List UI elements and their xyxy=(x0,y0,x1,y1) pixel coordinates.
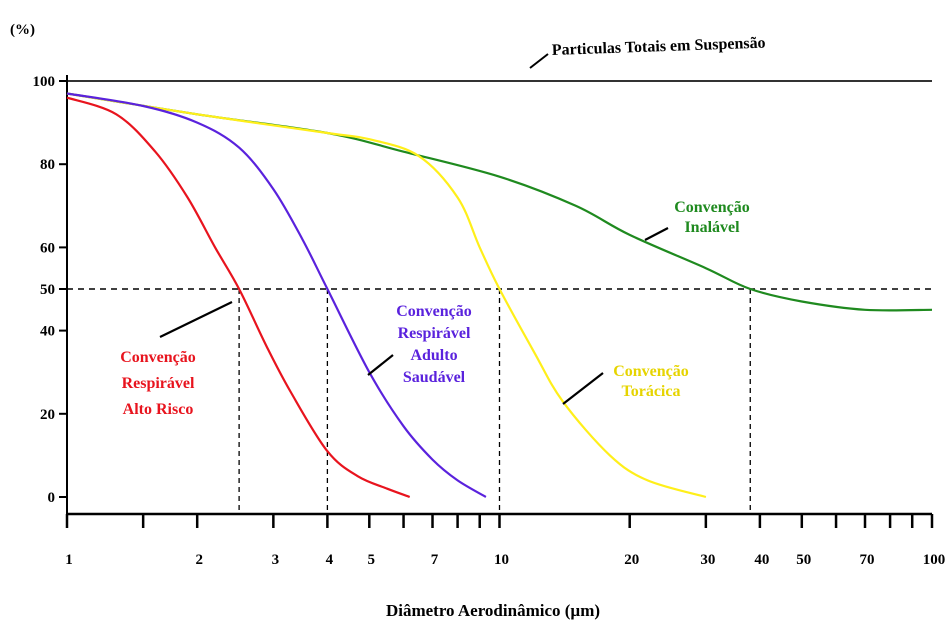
y-tick-label: 80 xyxy=(40,157,55,173)
x-tick-label: 7 xyxy=(431,552,439,568)
x-tick-label: 50 xyxy=(796,552,811,568)
series-label-pointer-2 xyxy=(367,354,394,376)
x-tick-label: 4 xyxy=(326,552,334,568)
x-tick-label: 30 xyxy=(700,552,715,568)
series-label-line: Alto Risco xyxy=(123,401,194,418)
y-tick-label: 0 xyxy=(48,490,56,506)
series-label-line: Convenção xyxy=(613,363,689,380)
series-line-3 xyxy=(66,96,411,499)
series-label-line: Respirável xyxy=(122,375,195,392)
series-label-pointer-1 xyxy=(562,372,604,405)
y-tick-label: 20 xyxy=(40,407,55,423)
series-label-line: Inalável xyxy=(684,219,740,236)
series-label-line: Adulto xyxy=(410,347,457,364)
series-line-0 xyxy=(66,92,933,312)
x-tick-label: 20 xyxy=(624,552,639,568)
series-label-pointer-3 xyxy=(159,301,233,338)
y-tick-label: 40 xyxy=(40,324,55,340)
series-lines xyxy=(66,92,933,499)
y-tick-label: 60 xyxy=(40,240,55,256)
series-label-line: Convenção xyxy=(396,303,472,320)
x-tick-label: 5 xyxy=(368,552,376,568)
series-label-line: Convenção xyxy=(120,349,196,366)
y-axis-title: (%) xyxy=(10,22,35,38)
series-label-line: Saudável xyxy=(403,369,466,386)
x-tick-label: 1 xyxy=(65,552,73,568)
series-labels: Convenção Inalável Convenção Torácica Conven… xyxy=(120,199,750,418)
series-label-pointer-0 xyxy=(644,227,669,241)
x-axis-title: Diâmetro Aerodinâmico (µm) xyxy=(386,601,600,620)
axes: 0 20 40 50 60 80 100 1 2 3 4 5 7 10 20 30 40 50 70 100 xyxy=(33,74,946,568)
x-tick-label: 2 xyxy=(195,552,203,568)
series-line-1 xyxy=(66,92,707,499)
series-label-line: Respirável xyxy=(398,325,471,342)
series-line-2 xyxy=(66,92,487,498)
y-tick-label: 100 xyxy=(33,74,56,90)
x-tick-label: 3 xyxy=(272,552,280,568)
series-label-line: Torácica xyxy=(622,383,681,400)
top-line-label: Particulas Totais em Suspensão xyxy=(552,35,766,59)
x-tick-label: 70 xyxy=(860,552,875,568)
y-tick-label: 50 xyxy=(40,282,55,298)
top-line-pointer xyxy=(529,53,549,69)
x-tick-label: 40 xyxy=(754,552,769,568)
x-tick-label: 10 xyxy=(494,552,509,568)
series-label-line: Convenção xyxy=(674,199,750,216)
x-tick-label: 100 xyxy=(923,552,946,568)
